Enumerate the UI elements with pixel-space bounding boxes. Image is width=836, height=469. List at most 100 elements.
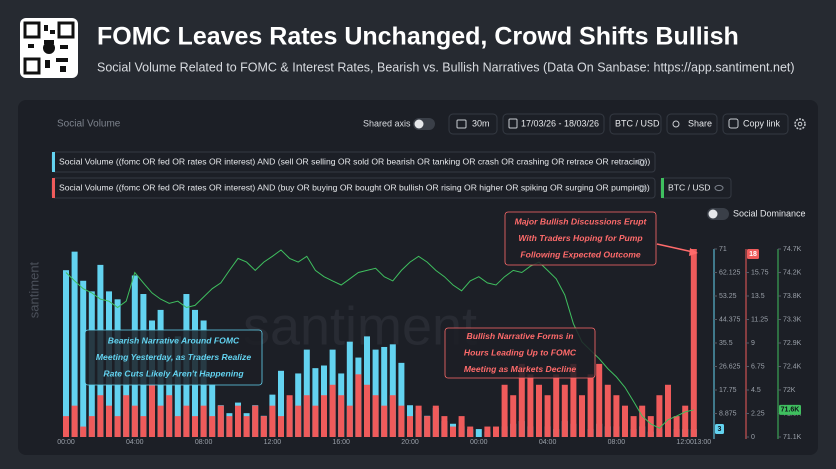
- bar: [381, 405, 388, 437]
- x-tick-label: 12:00: [676, 439, 694, 446]
- shared-axis-label: Shared axis: [363, 118, 411, 128]
- tick-label: 71: [719, 246, 727, 253]
- bar: [303, 395, 310, 437]
- bar: [587, 374, 594, 437]
- interval-button[interactable]: 30m: [448, 113, 498, 135]
- bar: [295, 373, 302, 437]
- bar: [71, 405, 78, 437]
- bar: [63, 416, 69, 437]
- copy-link-button[interactable]: Copy link: [722, 113, 789, 135]
- tick-label: 2.25: [751, 410, 765, 417]
- bar: [372, 349, 379, 437]
- bar: [71, 251, 78, 437]
- share-button[interactable]: Share: [666, 113, 718, 135]
- legend-item[interactable]: Social Volume ((fomc OR fed OR rates OR …: [51, 151, 656, 173]
- annotation-text: Meeting as Markets Decline: [464, 364, 576, 374]
- bar: [622, 405, 628, 437]
- x-tick-label: 12:00: [264, 439, 282, 446]
- bar: [355, 374, 362, 437]
- tick-label: 11.25: [751, 316, 768, 323]
- bar: [604, 384, 611, 437]
- chart-panel: [18, 100, 818, 455]
- legend-item[interactable]: Social Volume ((fomc OR fed OR rates OR …: [51, 177, 656, 199]
- settings-button[interactable]: [794, 118, 806, 130]
- tick-label: 62.125: [719, 269, 741, 276]
- bar: [544, 395, 551, 437]
- tick-label: 0: [751, 434, 755, 441]
- bar: [389, 344, 396, 437]
- bar: [467, 426, 474, 437]
- bar: [690, 249, 697, 437]
- bar: [682, 405, 689, 437]
- annotation-text: Rate Cuts Likely Aren't Happening: [103, 368, 244, 378]
- bar: [432, 405, 439, 437]
- tick-label: 72K: [783, 387, 796, 394]
- legend-item[interactable]: BTC / USD: [660, 177, 732, 199]
- bar: [338, 395, 345, 437]
- x-tick-label: 00:00: [470, 439, 488, 446]
- x-tick-label: 08:00: [195, 439, 213, 446]
- bar: [88, 416, 95, 437]
- shared-axis-toggle[interactable]: [413, 118, 435, 130]
- x-tick-label: 08:00: [608, 439, 626, 446]
- bar: [346, 405, 353, 437]
- bar: [329, 384, 336, 437]
- bar: [97, 395, 104, 437]
- bar: [553, 374, 560, 437]
- bar: [243, 416, 250, 437]
- tick-label: 6.75: [751, 363, 765, 370]
- pair-button[interactable]: BTC / USD: [609, 113, 662, 135]
- bar: [123, 395, 130, 437]
- social-dominance-toggle[interactable]: [707, 208, 729, 220]
- bar: [303, 349, 310, 437]
- bar: [407, 416, 413, 437]
- bar: [475, 429, 482, 437]
- legend-label: Social Volume ((fomc OR fed OR rates OR …: [59, 182, 650, 192]
- bar: [295, 405, 302, 437]
- bar: [346, 341, 353, 437]
- copy-link-label: Copy link: [743, 118, 781, 128]
- social-dominance-label: Social Dominance: [733, 208, 806, 218]
- bar: [174, 416, 181, 437]
- x-tick-label: 00:00: [57, 439, 75, 446]
- bar: [226, 416, 233, 437]
- share-label: Share: [688, 118, 712, 128]
- bar: [140, 416, 147, 437]
- tick-label: 8.875: [719, 410, 737, 417]
- bar: [174, 336, 181, 437]
- bar: [80, 280, 87, 437]
- bar: [673, 416, 680, 437]
- bar: [131, 405, 138, 437]
- x-tick-label: 20:00: [401, 439, 419, 446]
- annotation-arrowhead: [689, 248, 698, 256]
- tick-label: 73.3K: [783, 316, 802, 323]
- date-range-label: 17/03/26 - 18/03/26: [521, 118, 599, 128]
- bar: [149, 384, 155, 437]
- last-value-marker: [747, 249, 759, 259]
- annotation-text: Hours Leading Up to FOMC: [464, 347, 577, 357]
- legend-swatch: [661, 178, 664, 198]
- bar: [364, 384, 370, 437]
- annotation-text: Following Expected Outcome: [520, 249, 641, 259]
- tick-label: 72.4K: [783, 363, 802, 370]
- bar: [484, 426, 491, 437]
- date-range-button[interactable]: 17/03/26 - 18/03/26: [502, 113, 605, 135]
- annotation-text: Meeting Yesterday, as Traders Realize: [96, 352, 251, 362]
- bar: [260, 416, 267, 437]
- bar: [536, 384, 542, 437]
- bar: [613, 395, 620, 437]
- bar: [372, 395, 379, 437]
- bar: [389, 395, 396, 437]
- side-watermark: santiment: [26, 261, 41, 318]
- tick-label: 72.9K: [783, 340, 802, 347]
- tick-label: 74.2K: [783, 269, 802, 276]
- bar: [183, 405, 190, 437]
- bar: [106, 405, 112, 437]
- tick-label: 74.7K: [783, 246, 802, 253]
- plot: 8.875 17.75 26.625 35.5 44.375 53.25 62.125 71 0…: [57, 211, 802, 446]
- tick-label: 35.5: [719, 340, 733, 347]
- bar: [278, 370, 284, 437]
- watermark: santiment: [243, 296, 477, 356]
- qr-code: [20, 18, 78, 78]
